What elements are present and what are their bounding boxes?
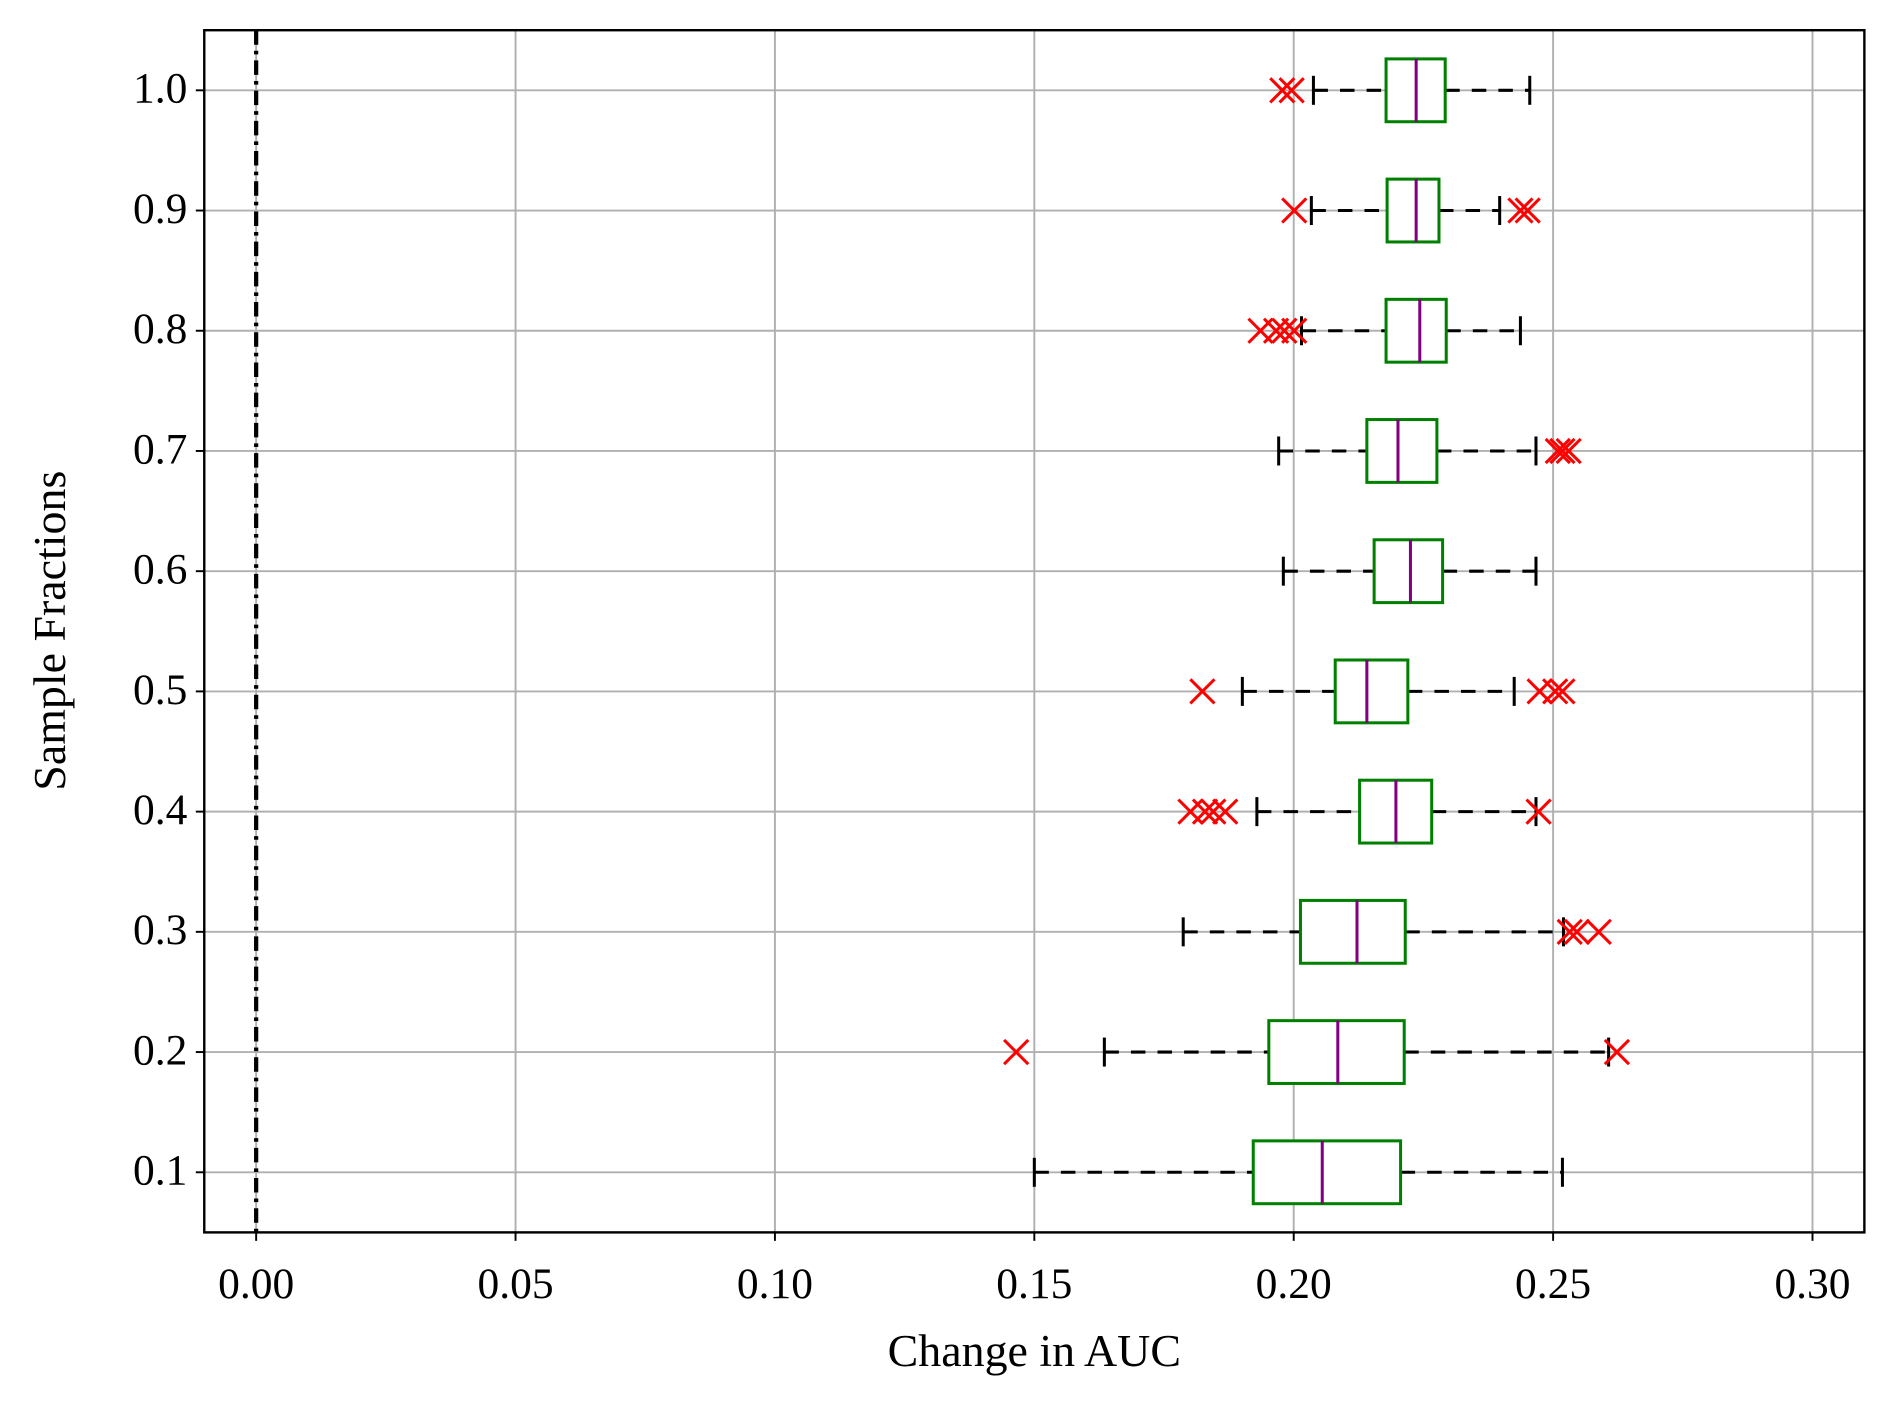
y-tick-label: 0.6 — [133, 546, 187, 594]
flier — [1281, 197, 1308, 224]
y-tick-label: 0.1 — [133, 1147, 187, 1195]
flier — [1549, 437, 1576, 465]
flier — [1585, 918, 1612, 945]
box — [1333, 658, 1410, 725]
y-tick-label: 0.3 — [133, 906, 187, 954]
y-tick-label: 1.0 — [133, 65, 187, 113]
flier — [1549, 678, 1576, 705]
flier — [1556, 918, 1583, 945]
x-tick-label: 0.05 — [477, 1260, 553, 1308]
box — [1365, 418, 1439, 484]
flier — [1563, 918, 1591, 945]
flier — [1281, 317, 1308, 344]
flier — [1603, 1038, 1631, 1066]
flier — [1525, 798, 1552, 825]
box — [1372, 538, 1445, 605]
flier — [1200, 798, 1227, 825]
flier — [1189, 678, 1216, 705]
flier — [1514, 197, 1541, 224]
flier — [1278, 77, 1305, 104]
y-tick-label: 0.8 — [133, 305, 187, 353]
box — [1384, 297, 1448, 364]
x-tick-label: 0.00 — [218, 1260, 294, 1308]
x-tick-label: 0.20 — [1256, 1260, 1332, 1308]
flier — [1555, 437, 1582, 465]
y-axis-label: Sample Fractions — [24, 471, 75, 791]
flier — [1191, 798, 1219, 825]
flier — [1003, 1038, 1030, 1066]
box — [1298, 898, 1407, 965]
y-tick-label: 0.5 — [133, 666, 187, 714]
x-tick-label: 0.30 — [1774, 1260, 1850, 1308]
x-tick-label: 0.25 — [1515, 1260, 1591, 1308]
x-tick-label: 0.15 — [996, 1260, 1072, 1308]
flier — [1544, 437, 1571, 465]
flier — [1542, 678, 1569, 705]
box — [1385, 177, 1441, 244]
flier — [1271, 317, 1298, 344]
y-tick-label: 0.4 — [133, 786, 188, 834]
box — [1251, 1139, 1403, 1206]
x-axis-label: Change in AUC — [888, 1325, 1181, 1376]
plot-frame — [203, 28, 1866, 1234]
flier — [1212, 798, 1239, 825]
flier — [1269, 77, 1296, 104]
y-tick-label: 0.2 — [133, 1026, 187, 1074]
x-tick-label: 0.10 — [737, 1260, 813, 1308]
flier — [1507, 197, 1534, 224]
y-tick-label: 0.9 — [133, 185, 187, 233]
y-tick-label: 0.7 — [133, 425, 187, 473]
